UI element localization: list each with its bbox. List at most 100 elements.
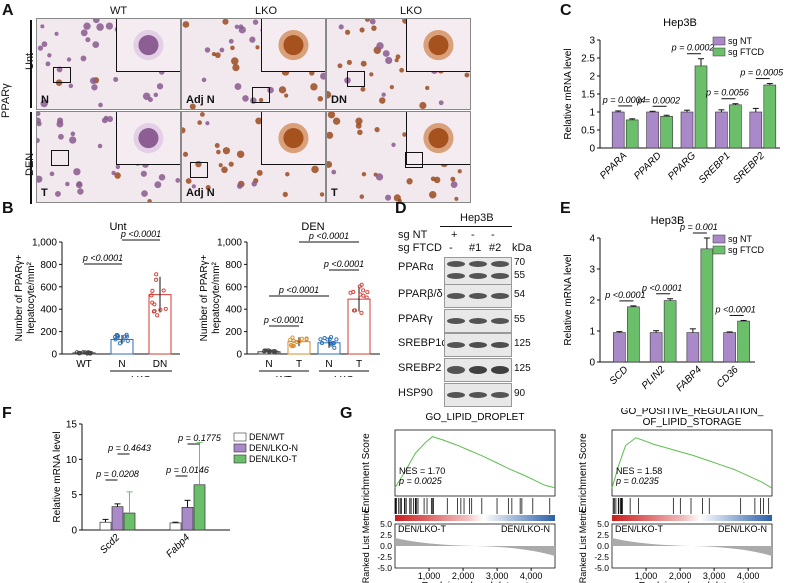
data-point — [288, 337, 293, 342]
panel-letter-e: E — [560, 200, 571, 217]
cell-nucleus — [428, 35, 449, 56]
nucleus — [256, 169, 263, 176]
zoom-cell — [133, 30, 164, 61]
p-value: p <0.0001 — [308, 231, 349, 241]
p-value: p = 0.0208 — [95, 469, 139, 479]
blot-bands — [447, 261, 509, 279]
nucleus — [228, 38, 234, 44]
cell-nucleus — [283, 128, 304, 149]
data-point — [364, 295, 369, 300]
nucleus — [429, 191, 437, 199]
nucleus — [311, 165, 319, 174]
nucleus — [153, 92, 159, 98]
tile-label: Adj N — [186, 94, 215, 106]
nucleus — [68, 83, 74, 89]
nucleus — [156, 83, 164, 90]
nucleus — [37, 137, 40, 143]
legend-swatch — [233, 432, 247, 442]
nucleus — [73, 168, 81, 176]
nucleus — [364, 19, 371, 22]
y-tick-label: 4 — [589, 234, 595, 245]
data-point — [348, 290, 353, 295]
group-label: LKO — [334, 375, 354, 377]
nucleus — [89, 77, 97, 85]
data-point — [154, 277, 159, 282]
nucleus — [419, 101, 427, 109]
nucleus — [450, 181, 458, 188]
nucleus — [258, 97, 264, 103]
bar — [686, 332, 700, 363]
nucleus — [359, 194, 365, 199]
cell-nucleus — [283, 35, 304, 56]
nucleus — [83, 22, 91, 30]
lane-mark-sgftcd: #1 — [469, 242, 482, 254]
marker-label: PPARγ — [0, 83, 12, 118]
y-tick-label: 400 — [225, 305, 242, 316]
bar — [123, 512, 136, 531]
y-axis-label: Relative mRNA level — [52, 431, 63, 522]
group-left: DEN/LKO-T — [398, 524, 447, 534]
rank-color-bar — [395, 515, 555, 521]
nucleus — [37, 112, 41, 116]
y-tick-label: 1.5 — [581, 90, 595, 101]
panel-letter-c: C — [560, 2, 572, 19]
y-tick-label: 2 — [589, 72, 595, 83]
data-point — [150, 288, 155, 293]
p-value: p = 0.0002 — [636, 95, 680, 105]
histology-tile: N — [36, 18, 181, 110]
blot-image — [444, 383, 512, 407]
legend-swatch — [233, 443, 247, 453]
nucleus — [251, 181, 257, 187]
nucleus — [395, 54, 401, 60]
y-tick-label: 15 — [66, 420, 78, 431]
y-tick-label: 200 — [40, 327, 57, 338]
lane-mark-sgftcd: #2 — [489, 242, 502, 254]
data-point — [318, 337, 323, 342]
nucleus — [357, 129, 363, 136]
nucleus — [385, 56, 393, 64]
band — [469, 261, 487, 267]
nucleus — [141, 190, 148, 197]
zoom-inset — [406, 19, 470, 73]
zoom-box-marker — [51, 150, 69, 166]
panel-letter-a: A — [2, 2, 14, 19]
nucleus — [369, 19, 376, 25]
bar — [646, 111, 659, 149]
x-tick-label: Scd2 — [98, 532, 122, 556]
nucleus — [114, 172, 121, 179]
chart-f: Relative mRNA level 0 5 10 15 Scd2 Fabp4 p = 0.… — [52, 420, 298, 561]
gsea-title: GO_LIPID_DROPLET — [426, 412, 525, 423]
band — [491, 342, 509, 348]
band — [469, 366, 487, 374]
bar — [715, 111, 728, 149]
row-bracket-den — [30, 112, 32, 204]
data-point — [304, 337, 309, 342]
nucleus — [252, 19, 259, 25]
data-point — [125, 338, 130, 343]
legend-swatch — [233, 454, 247, 464]
nucleus — [49, 171, 55, 177]
bar — [723, 332, 736, 363]
nucleus — [219, 47, 225, 53]
es-curve — [394, 436, 556, 489]
bar — [649, 332, 663, 363]
blot-cell-line: Hep3B — [460, 212, 494, 224]
x-tick-label: SREBP2 — [731, 150, 767, 186]
x-tick-label: 3,000 — [703, 571, 726, 581]
nucleus — [113, 76, 119, 82]
y-tick-label: 0 — [589, 144, 595, 155]
band — [447, 273, 465, 279]
band — [447, 318, 465, 324]
col-header-wt: WT — [110, 5, 128, 17]
nucleus — [91, 84, 98, 91]
data-point — [365, 290, 370, 295]
bar — [660, 116, 673, 149]
nucleus — [85, 37, 91, 43]
cell-nucleus — [138, 128, 159, 149]
gsea-title: GO_POSITIVE_REGULATION_ — [621, 408, 764, 417]
blot-bands — [447, 293, 509, 299]
nucleus — [385, 194, 392, 201]
gsea-lipid-droplet: GO_LIPID_DROPLET Enrichment Score NES = 1.… — [361, 412, 556, 583]
rank-color-bar — [612, 515, 772, 521]
nucleus — [255, 117, 263, 125]
